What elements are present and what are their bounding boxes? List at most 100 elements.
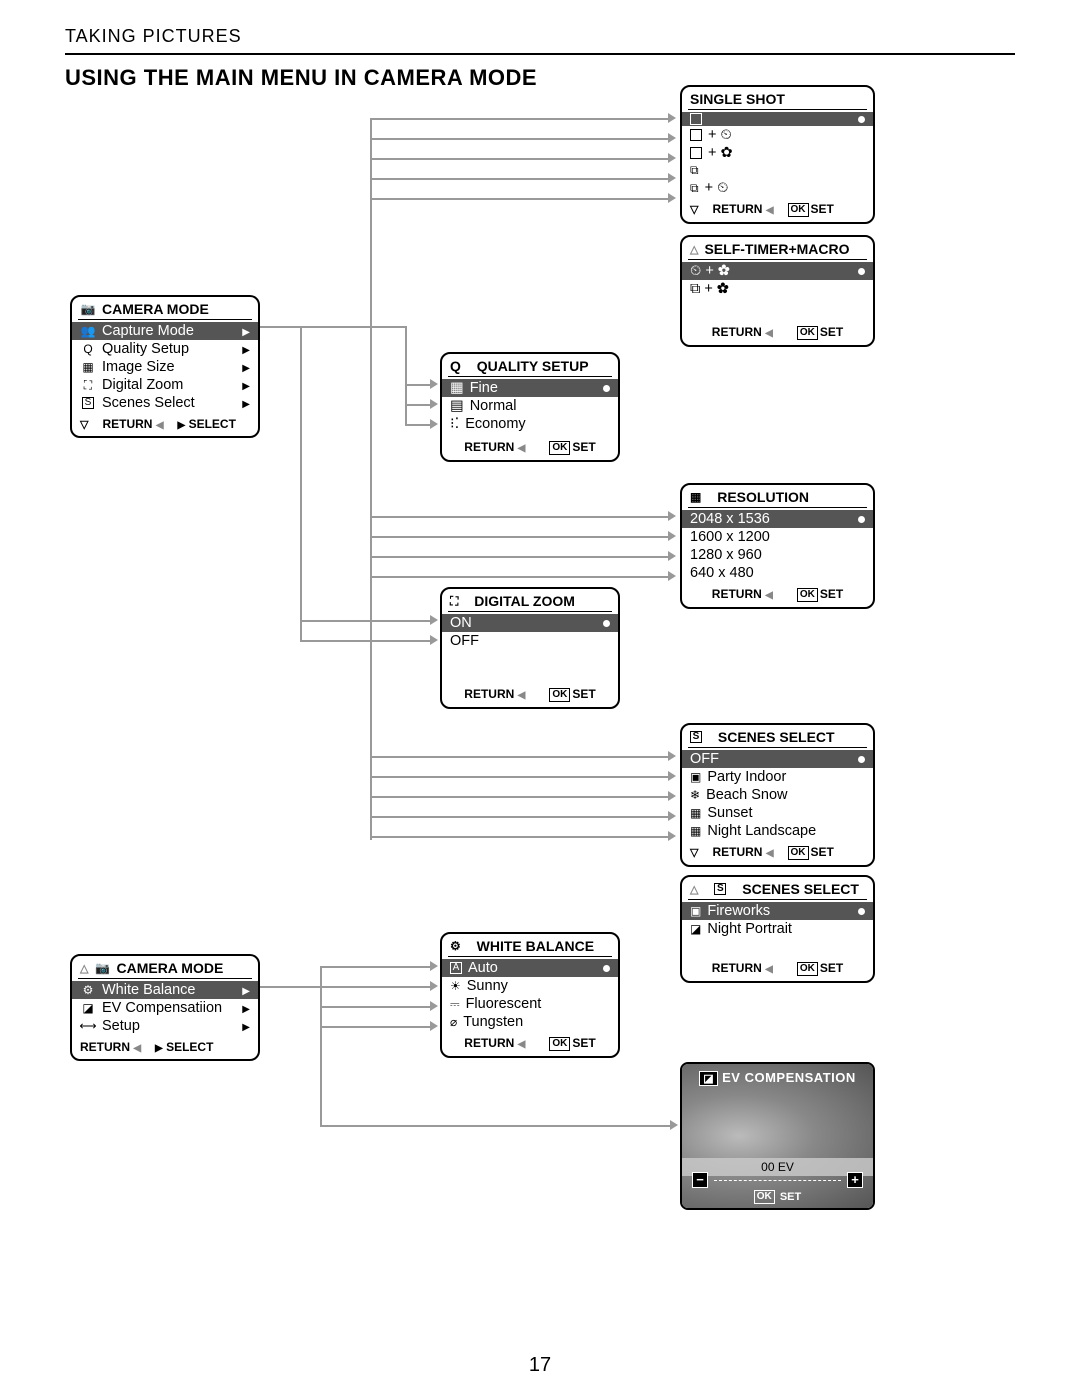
- ev-compensation-panel[interactable]: ◪EV COMPENSATION 00 EV − + OK SET: [680, 1062, 875, 1210]
- return-label: RETURN: [80, 1040, 130, 1054]
- square-icon: [690, 147, 702, 159]
- ss-item-4[interactable]: ⧉: [682, 162, 873, 179]
- sc-beach[interactable]: ❄Beach Snow: [682, 786, 873, 804]
- res-640[interactable]: 640 x 480: [682, 564, 873, 582]
- white-balance-menu[interactable]: ⚙ WHITE BALANCE AAuto ☀Sunny ⎓Fluorescen…: [440, 932, 620, 1058]
- return-label: RETURN: [464, 440, 514, 454]
- menu-title: △ 📷 CAMERA MODE: [72, 956, 258, 978]
- menu-items: 2048 x 1536 1600 x 1200 1280 x 960 640 x…: [682, 508, 873, 584]
- camera-icon: 📷: [80, 302, 96, 316]
- sc-night-portrait[interactable]: ◪Night Portrait: [682, 920, 873, 938]
- wb-sunny[interactable]: ☀Sunny: [442, 977, 618, 995]
- res-1600[interactable]: 1600 x 1200: [682, 528, 873, 546]
- single-shot-menu[interactable]: SINGLE SHOT + ⏲ + ✿ ⧉ ⧉+ ⏲ ▽ RETURN OKSE…: [680, 85, 875, 224]
- ss-item-2[interactable]: + ⏲: [682, 126, 873, 144]
- menu-footer: ▽ RETURN OKSET: [682, 199, 873, 222]
- ss-item-3[interactable]: + ✿: [682, 144, 873, 162]
- arrow-icon: [430, 635, 438, 645]
- wb-auto[interactable]: AAuto: [442, 959, 618, 977]
- connector: [370, 326, 406, 328]
- menu-title-text: SINGLE SHOT: [690, 91, 785, 107]
- grid-icon: ▦: [690, 490, 701, 504]
- left-icon: [765, 589, 773, 601]
- stm-item-1[interactable]: ⏲ + ✿: [682, 262, 873, 280]
- item-scenes-select[interactable]: SScenes Select: [72, 394, 258, 412]
- sc-sunset[interactable]: ▦Sunset: [682, 804, 873, 822]
- q-fine[interactable]: ▦Fine: [442, 379, 618, 397]
- item-label: Night Landscape: [707, 823, 816, 839]
- zoom-icon: ⛶: [450, 594, 458, 609]
- item-setup[interactable]: ⟷Setup: [72, 1017, 258, 1035]
- wb-icon: ⚙: [80, 983, 96, 997]
- stm-item-2[interactable]: ⧉ + ✿: [682, 280, 873, 298]
- arrow-icon: [668, 811, 676, 821]
- chevron-right-icon: [242, 396, 250, 410]
- self-timer-macro-menu[interactable]: △ SELF-TIMER+MACRO ⏲ + ✿ ⧉ + ✿ RETURN OK…: [680, 235, 875, 347]
- set-label: SET: [572, 687, 595, 701]
- menu-title-text: CAMERA MODE: [102, 301, 209, 317]
- main-title: USING THE MAIN MENU IN CAMERA MODE: [65, 65, 1015, 91]
- digital-zoom-menu[interactable]: ⛶ DIGITAL ZOOM ON OFF RETURN OKSET: [440, 587, 620, 709]
- res-1280[interactable]: 1280 x 960: [682, 546, 873, 564]
- arrow-icon: [430, 379, 438, 389]
- item-extra: + ⏲: [708, 127, 732, 143]
- ev-title-text: EV COMPENSATION: [722, 1070, 856, 1085]
- q-economy[interactable]: ⁝⁚ Economy: [442, 415, 618, 433]
- ev-plus-button[interactable]: +: [847, 1172, 863, 1188]
- camera-mode-menu-2[interactable]: △ 📷 CAMERA MODE ⚙White Balance ◪EV Compe…: [70, 954, 260, 1061]
- arrow-icon: [668, 751, 676, 761]
- connector: [370, 796, 670, 798]
- wb-tungsten[interactable]: ⌀Tungsten: [442, 1013, 618, 1031]
- ok-icon: OK: [549, 688, 570, 702]
- arrow-icon: [668, 791, 676, 801]
- menu-items: ON OFF: [442, 612, 618, 684]
- select-label: SELECT: [189, 417, 236, 431]
- return-label: RETURN: [712, 845, 762, 859]
- item-icon-text: ⏲ + ✿: [690, 263, 730, 279]
- connector: [260, 326, 300, 328]
- connector: [320, 1026, 432, 1028]
- arrow-icon: [670, 1120, 678, 1130]
- ok-icon: OK: [797, 588, 818, 602]
- connector: [405, 326, 407, 426]
- camera-mode-menu-1[interactable]: 📷 CAMERA MODE 👥Capture Mode QQuality Set…: [70, 295, 260, 438]
- ss-item-1[interactable]: [682, 112, 873, 126]
- sc-party[interactable]: ▣Party Indoor: [682, 768, 873, 786]
- item-quality-setup[interactable]: QQuality Setup: [72, 340, 258, 358]
- quality-setup-menu[interactable]: Q QUALITY SETUP ▦Fine ▤Normal ⁝⁚Economy …: [440, 352, 620, 462]
- ev-ok-set: OK SET: [682, 1190, 873, 1204]
- ev-bar[interactable]: − +: [692, 1172, 863, 1188]
- economy-icon: ⁝⁚: [450, 416, 459, 432]
- wb-icon: ⚙: [450, 939, 461, 953]
- selected-dot: [858, 908, 865, 915]
- item-capture-mode[interactable]: 👥Capture Mode: [72, 322, 258, 340]
- scenes-select-menu-2[interactable]: △ S SCENES SELECT ▣Fireworks ◪Night Port…: [680, 875, 875, 983]
- resolution-menu[interactable]: ▦ RESOLUTION 2048 x 1536 1600 x 1200 128…: [680, 483, 875, 609]
- connector: [370, 158, 670, 160]
- connector: [370, 756, 670, 758]
- up-icon: △: [690, 243, 698, 256]
- menu-items: + ⏲ + ✿ ⧉ ⧉+ ⏲: [682, 110, 873, 199]
- item-image-size[interactable]: ▦Image Size: [72, 358, 258, 376]
- item-label: 1600 x 1200: [690, 529, 770, 545]
- sc-off[interactable]: OFF: [682, 750, 873, 768]
- item-ev-compensation[interactable]: ◪EV Compensatiion: [72, 999, 258, 1017]
- connector: [370, 118, 372, 840]
- ss-item-5[interactable]: ⧉+ ⏲: [682, 179, 873, 197]
- sc-fireworks[interactable]: ▣Fireworks: [682, 902, 873, 920]
- ev-minus-button[interactable]: −: [692, 1172, 708, 1188]
- return-label: RETURN: [102, 417, 152, 431]
- item-digital-zoom[interactable]: ⛶Digital Zoom: [72, 376, 258, 394]
- res-2048[interactable]: 2048 x 1536: [682, 510, 873, 528]
- dz-on[interactable]: ON: [442, 614, 618, 632]
- return-label: RETURN: [464, 687, 514, 701]
- item-label: Economy: [465, 416, 525, 432]
- q-normal[interactable]: ▤Normal: [442, 397, 618, 415]
- wb-fluorescent[interactable]: ⎓Fluorescent: [442, 995, 618, 1013]
- dz-off[interactable]: OFF: [442, 632, 618, 650]
- ok-icon: OK: [797, 326, 818, 340]
- scenes-select-menu-1[interactable]: S SCENES SELECT OFF ▣Party Indoor ❄Beach…: [680, 723, 875, 867]
- sc-night-landscape[interactable]: ▦Night Landscape: [682, 822, 873, 840]
- arrow-icon: [430, 399, 438, 409]
- item-white-balance[interactable]: ⚙White Balance: [72, 981, 258, 999]
